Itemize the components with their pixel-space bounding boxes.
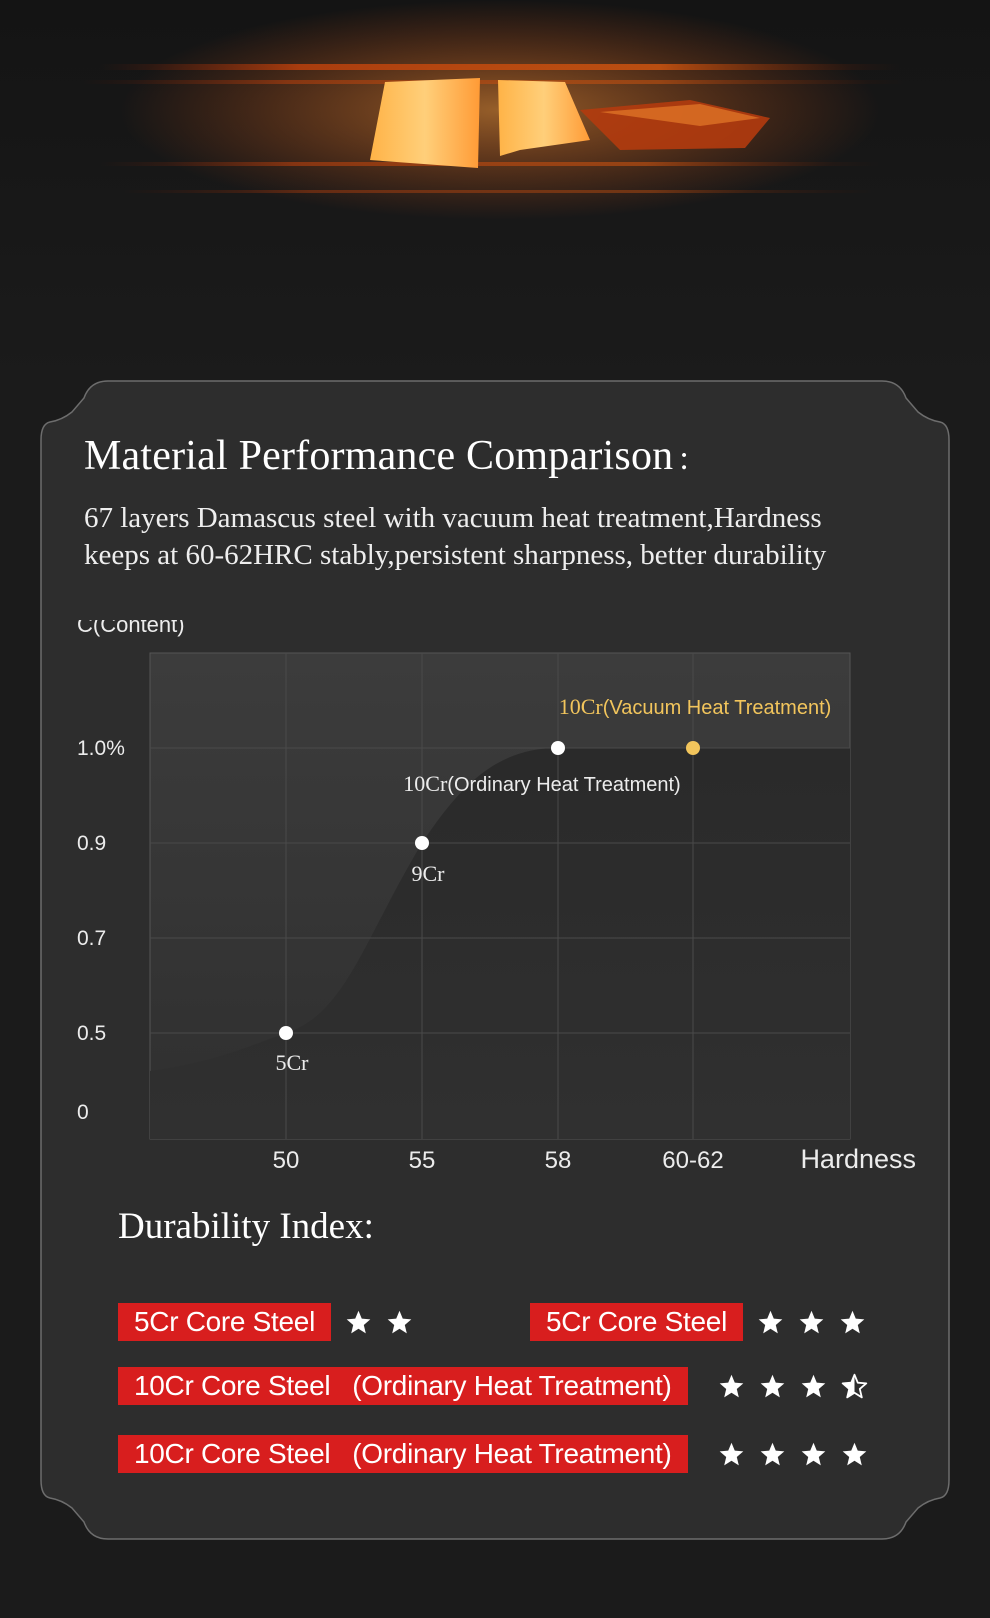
subtitle-line-2: keeps at 60-62HRC stably,persistent shar… (84, 539, 827, 571)
star-full-icon (760, 1442, 784, 1465)
durability-item-10cr-ordinary-2: 10Cr Core Steel (Ordinary Heat Treatment) (118, 1435, 882, 1473)
star-rating (718, 1373, 882, 1400)
point-label-9cr: 9Cr (412, 861, 446, 886)
durability-tag: 10Cr Core Steel (Ordinary Heat Treatment) (118, 1367, 688, 1405)
subtitle: 67 layers Damascus steel with vacuum hea… (84, 500, 914, 574)
durability-title: Durability Index: (118, 1206, 374, 1247)
point-label-10cr-vacuum: 10Cr(Vacuum Heat Treatment) (559, 694, 832, 719)
data-point (279, 1026, 293, 1040)
page-title: Material Performance Comparison: (84, 433, 689, 479)
point-label-5cr: 5Cr (276, 1050, 310, 1075)
x-tick-label: 50 (273, 1147, 300, 1174)
star-rating (757, 1309, 880, 1336)
comparison-panel: Material Performance Comparison: 67 laye… (40, 380, 950, 1540)
curve-area (150, 748, 850, 1139)
star-full-icon (758, 1310, 783, 1333)
data-point (415, 836, 429, 850)
star-full-icon (760, 1374, 784, 1397)
star-rating (718, 1441, 882, 1468)
y-tick-label: 0.5 (77, 1022, 106, 1045)
durability-item-5cr: 5Cr Core Steel (118, 1303, 427, 1341)
durability-item-10cr-ordinary: 10Cr Core Steel (Ordinary Heat Treatment) (118, 1367, 882, 1405)
star-half-icon (841, 1373, 867, 1398)
y-tick-label: 0.7 (77, 927, 106, 950)
y-axis-label: C(Content) (77, 620, 185, 637)
point-label-10cr-ordinary: 10Cr(Ordinary Heat Treatment) (403, 771, 680, 796)
star-full-icon (801, 1442, 825, 1465)
y-tick-label: 0.9 (77, 832, 106, 855)
star-full-icon (801, 1374, 825, 1397)
star-full-icon (719, 1442, 743, 1465)
durability-item-5cr-alt: 5Cr Core Steel (530, 1303, 880, 1341)
star-full-icon (346, 1310, 371, 1333)
durability-tag: 10Cr Core Steel (Ordinary Heat Treatment) (118, 1435, 688, 1473)
x-tick-label: 55 (409, 1147, 436, 1174)
x-tick-label: 58 (545, 1147, 572, 1174)
durability-tag: 5Cr Core Steel (118, 1303, 331, 1341)
y-tick-label: 0 (77, 1101, 89, 1124)
star-full-icon (719, 1374, 743, 1397)
content-hardness-chart: C(Content) Hardness 1.0% 0.9 0.7 0.5 0 50 55 5… (77, 620, 916, 1174)
star-full-icon (842, 1442, 866, 1465)
star-full-icon (840, 1310, 865, 1333)
data-point (686, 741, 700, 755)
grid-lines (150, 653, 850, 1139)
star-full-icon (387, 1310, 412, 1333)
y-tick-label: 1.0% (77, 737, 125, 760)
data-point (551, 741, 565, 755)
durability-tag: 5Cr Core Steel (530, 1303, 743, 1341)
x-axis-label: Hardness (800, 1144, 916, 1174)
star-full-icon (799, 1310, 824, 1333)
star-rating (345, 1309, 427, 1336)
x-tick-label: 60-62 (662, 1147, 723, 1174)
forge-hero-image (0, 0, 990, 380)
subtitle-line-1: 67 layers Damascus steel with vacuum hea… (84, 502, 822, 534)
